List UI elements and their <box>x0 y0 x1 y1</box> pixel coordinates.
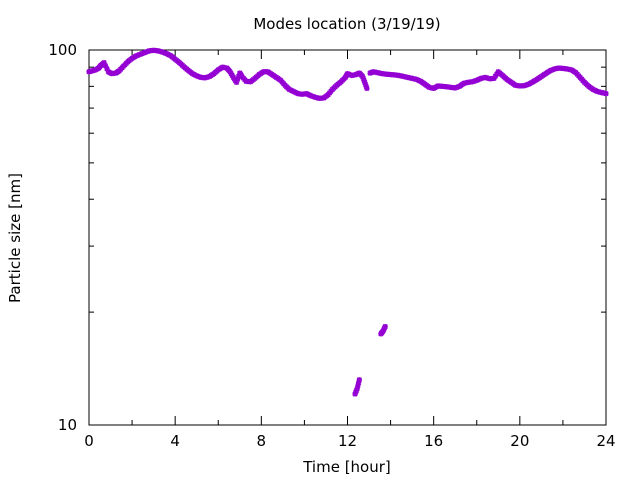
data-point <box>364 85 370 92</box>
y-tick-label: 100 <box>48 41 77 59</box>
x-tick-label: 12 <box>338 432 357 450</box>
x-tick-label: 16 <box>424 432 443 450</box>
x-axis-label: Time [hour] <box>302 458 391 476</box>
y-tick-label: 10 <box>58 416 77 434</box>
x-tick-label: 8 <box>257 432 267 450</box>
x-tick-label: 20 <box>510 432 529 450</box>
x-tick-label: 4 <box>170 432 180 450</box>
plot-frame <box>88 49 607 426</box>
x-tick-label: 24 <box>596 432 615 450</box>
data-point <box>603 90 609 97</box>
chart-title: Modes location (3/19/19) <box>253 15 440 33</box>
data-point <box>382 323 388 330</box>
y-axis-label: Particle size [nm] <box>6 173 24 303</box>
axes: 0 4 8 12 16 20 24 10 100 <box>48 41 615 450</box>
x-tick-label: 0 <box>84 432 94 450</box>
data-points <box>86 47 609 397</box>
data-point <box>356 377 362 383</box>
